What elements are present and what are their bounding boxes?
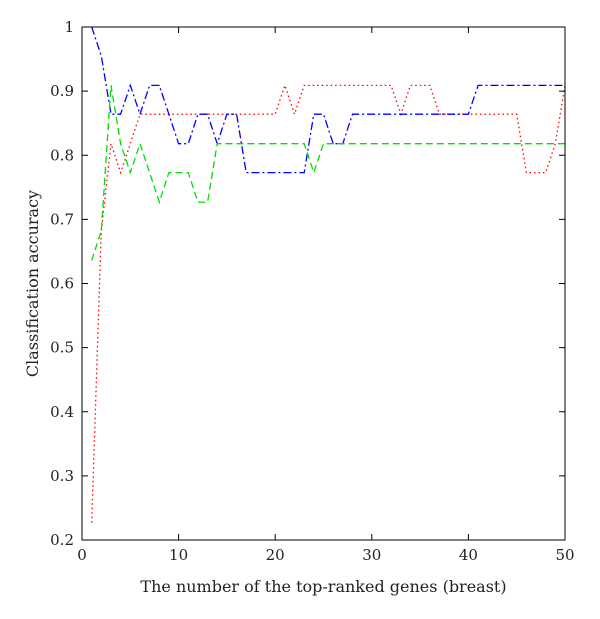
x-tick-label: 10 <box>169 546 188 564</box>
series-layer <box>91 26 566 523</box>
y-tick-label: 0.2 <box>50 531 74 549</box>
y-tick-label: 0.3 <box>50 467 74 485</box>
y-tick-label: 0.8 <box>50 146 74 164</box>
x-tick-label: 40 <box>459 546 478 564</box>
y-tick-label: 0.6 <box>50 275 74 293</box>
y-tick-label: 0.5 <box>50 339 74 357</box>
series-line-3 <box>91 85 565 261</box>
series-line-2 <box>91 26 565 174</box>
y-tick-label: 0.7 <box>50 210 74 228</box>
x-tick-label: 20 <box>266 546 285 564</box>
x-tick-label: 30 <box>362 546 381 564</box>
x-axis-label: The number of the top-ranked genes (brea… <box>140 577 506 596</box>
y-tick-label: 1 <box>64 18 74 36</box>
ticks-layer: 0 10 20 30 40 50 0.2 0.3 0.4 0.5 0.6 0.7 0.8 0.9 1 <box>50 18 574 564</box>
y-axis-label: Classification accuracy <box>23 190 42 377</box>
x-tick-label: 0 <box>77 546 87 564</box>
y-tick-label: 0.4 <box>50 403 74 421</box>
x-tick-label: 50 <box>555 546 574 564</box>
y-tick-label: 0.9 <box>50 82 74 100</box>
